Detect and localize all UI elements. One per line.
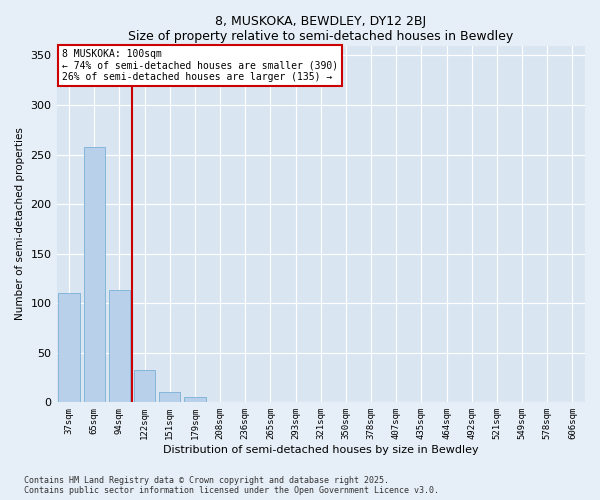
Text: Contains HM Land Registry data © Crown copyright and database right 2025.
Contai: Contains HM Land Registry data © Crown c… xyxy=(24,476,439,495)
Text: 8 MUSKOKA: 100sqm
← 74% of semi-detached houses are smaller (390)
26% of semi-de: 8 MUSKOKA: 100sqm ← 74% of semi-detached… xyxy=(62,49,338,82)
Bar xyxy=(109,290,130,403)
Title: 8, MUSKOKA, BEWDLEY, DY12 2BJ
Size of property relative to semi-detached houses : 8, MUSKOKA, BEWDLEY, DY12 2BJ Size of pr… xyxy=(128,15,514,43)
Bar xyxy=(184,398,206,402)
Y-axis label: Number of semi-detached properties: Number of semi-detached properties xyxy=(15,128,25,320)
Bar xyxy=(58,294,80,403)
Bar xyxy=(134,370,155,402)
Bar xyxy=(159,392,181,402)
Bar xyxy=(83,146,105,402)
X-axis label: Distribution of semi-detached houses by size in Bewdley: Distribution of semi-detached houses by … xyxy=(163,445,479,455)
